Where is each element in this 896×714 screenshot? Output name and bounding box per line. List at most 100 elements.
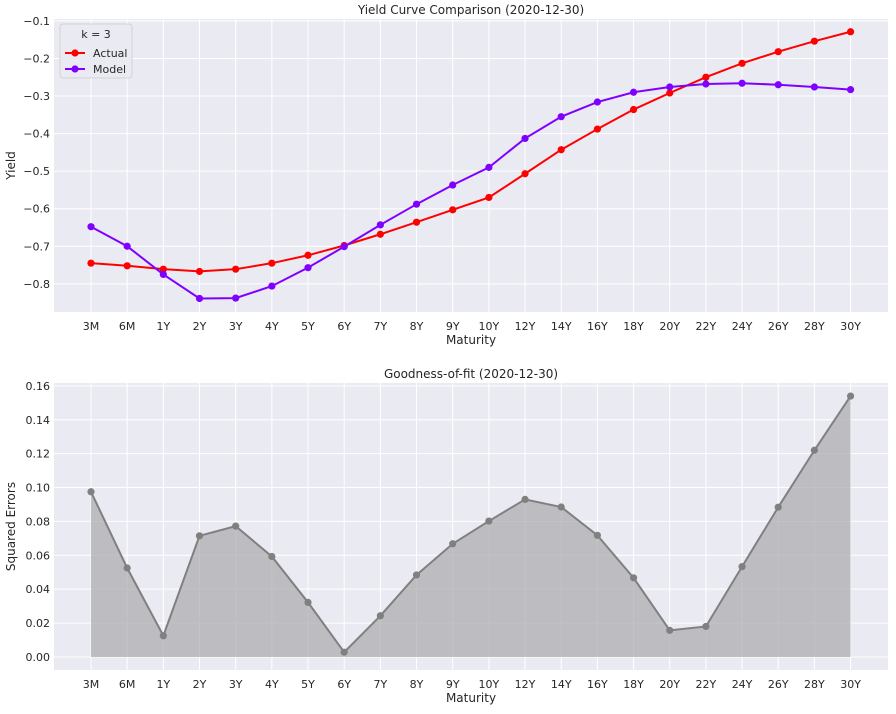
data-point: [340, 648, 348, 656]
data-point: [412, 571, 421, 579]
data-point: [521, 495, 529, 503]
y-tick-label: 0.16: [26, 380, 51, 393]
y-tick-label: −0.3: [23, 90, 50, 103]
data-point: [666, 83, 674, 91]
x-tick-label: 6Y: [337, 320, 351, 333]
x-tick-label: 4Y: [265, 320, 279, 333]
x-tick-label: 20Y: [659, 678, 680, 691]
data-point: [304, 264, 312, 272]
x-tick-label: 20Y: [659, 320, 680, 333]
data-point: [774, 503, 782, 511]
data-point: [268, 552, 276, 561]
data-point: [304, 251, 312, 259]
data-point: [159, 265, 167, 273]
x-tick-label: 6Y: [337, 678, 351, 691]
x-tick-label: 12Y: [515, 320, 536, 333]
data-point: [738, 59, 746, 67]
data-point: [629, 574, 638, 582]
y-tick-label: −0.7: [23, 240, 50, 253]
y-tick-label: −0.1: [23, 15, 50, 28]
x-tick-label: 12Y: [515, 678, 536, 691]
data-point: [521, 170, 529, 178]
x-tick-label: 7Y: [374, 320, 388, 333]
data-point: [557, 503, 565, 511]
data-point: [87, 223, 95, 231]
series-line-model: [90, 82, 851, 300]
chart-title: Yield Curve Comparison (2020-12-30): [357, 3, 584, 17]
x-tick-label: 3Y: [229, 320, 243, 333]
data-point: [774, 81, 782, 89]
data-point: [702, 73, 710, 81]
data-point: [195, 532, 204, 540]
x-tick-label: 30Y: [840, 678, 861, 691]
data-point: [593, 98, 601, 106]
y-axis-label: Yield: [4, 151, 18, 181]
x-tick-label: 10Y: [479, 320, 500, 333]
legend-title: k = 3: [81, 28, 111, 41]
x-tick-label: 16Y: [587, 320, 608, 333]
x-tick-label: 22Y: [696, 320, 717, 333]
data-point: [738, 79, 746, 87]
x-tick-label: 22Y: [696, 678, 717, 691]
y-tick-label: −0.4: [23, 128, 50, 141]
x-tick-label: 7Y: [374, 678, 388, 691]
data-point: [593, 125, 601, 133]
x-tick-label: 30Y: [840, 320, 861, 333]
legend-label-model: Model: [93, 63, 126, 76]
data-point: [846, 392, 855, 400]
x-axis-label: Maturity: [446, 333, 496, 347]
data-point: [666, 89, 674, 97]
data-point: [702, 622, 710, 631]
data-point: [774, 48, 782, 56]
x-tick-label: 14Y: [551, 678, 572, 691]
x-tick-label: 24Y: [732, 678, 753, 691]
data-point: [376, 612, 384, 620]
data-point: [232, 294, 240, 302]
data-point: [593, 531, 601, 539]
x-tick-label: 6M: [119, 320, 136, 333]
data-point: [232, 265, 240, 273]
data-point: [376, 221, 384, 229]
x-tick-label: 18Y: [623, 320, 644, 333]
x-tick-label: 10Y: [479, 678, 500, 691]
y-tick-label: 0.04: [26, 583, 51, 596]
x-tick-label: 8Y: [410, 320, 424, 333]
data-point: [485, 517, 493, 525]
data-point: [87, 259, 95, 267]
data-point: [449, 181, 457, 189]
y-tick-label: −0.2: [23, 52, 50, 65]
x-tick-label: 9Y: [446, 678, 460, 691]
data-point: [123, 564, 131, 572]
y-tick-label: 0.10: [26, 482, 51, 495]
y-axis-label: Squared Errors: [4, 482, 18, 571]
data-point: [159, 632, 167, 640]
x-tick-label: 1Y: [156, 678, 170, 691]
data-point: [268, 282, 276, 290]
x-tick-label: 2Y: [193, 678, 207, 691]
data-point: [629, 88, 638, 96]
x-tick-label: 18Y: [623, 678, 644, 691]
x-tick-label: 6M: [119, 678, 136, 691]
data-point: [629, 105, 638, 114]
x-tick-label: 3M: [83, 320, 100, 333]
data-point: [702, 80, 710, 88]
data-point: [195, 267, 204, 276]
legend-box: [59, 23, 133, 79]
y-tick-label: −0.5: [23, 165, 50, 178]
data-point: [123, 242, 131, 250]
y-tick-label: 0.02: [26, 617, 51, 630]
data-point: [449, 206, 457, 214]
x-axis-label: Maturity: [446, 691, 496, 705]
data-point: [810, 37, 819, 45]
x-tick-label: 24Y: [732, 320, 753, 333]
x-tick-label: 9Y: [446, 320, 460, 333]
data-point: [412, 218, 421, 226]
chart-title: Goodness-of-fit (2020-12-30): [384, 367, 558, 381]
data-point: [195, 294, 204, 303]
data-point: [232, 522, 240, 530]
legend-marker: [71, 65, 79, 73]
data-point: [666, 626, 674, 634]
plot-area-0: [54, 19, 888, 312]
x-tick-label: 3M: [83, 678, 100, 691]
